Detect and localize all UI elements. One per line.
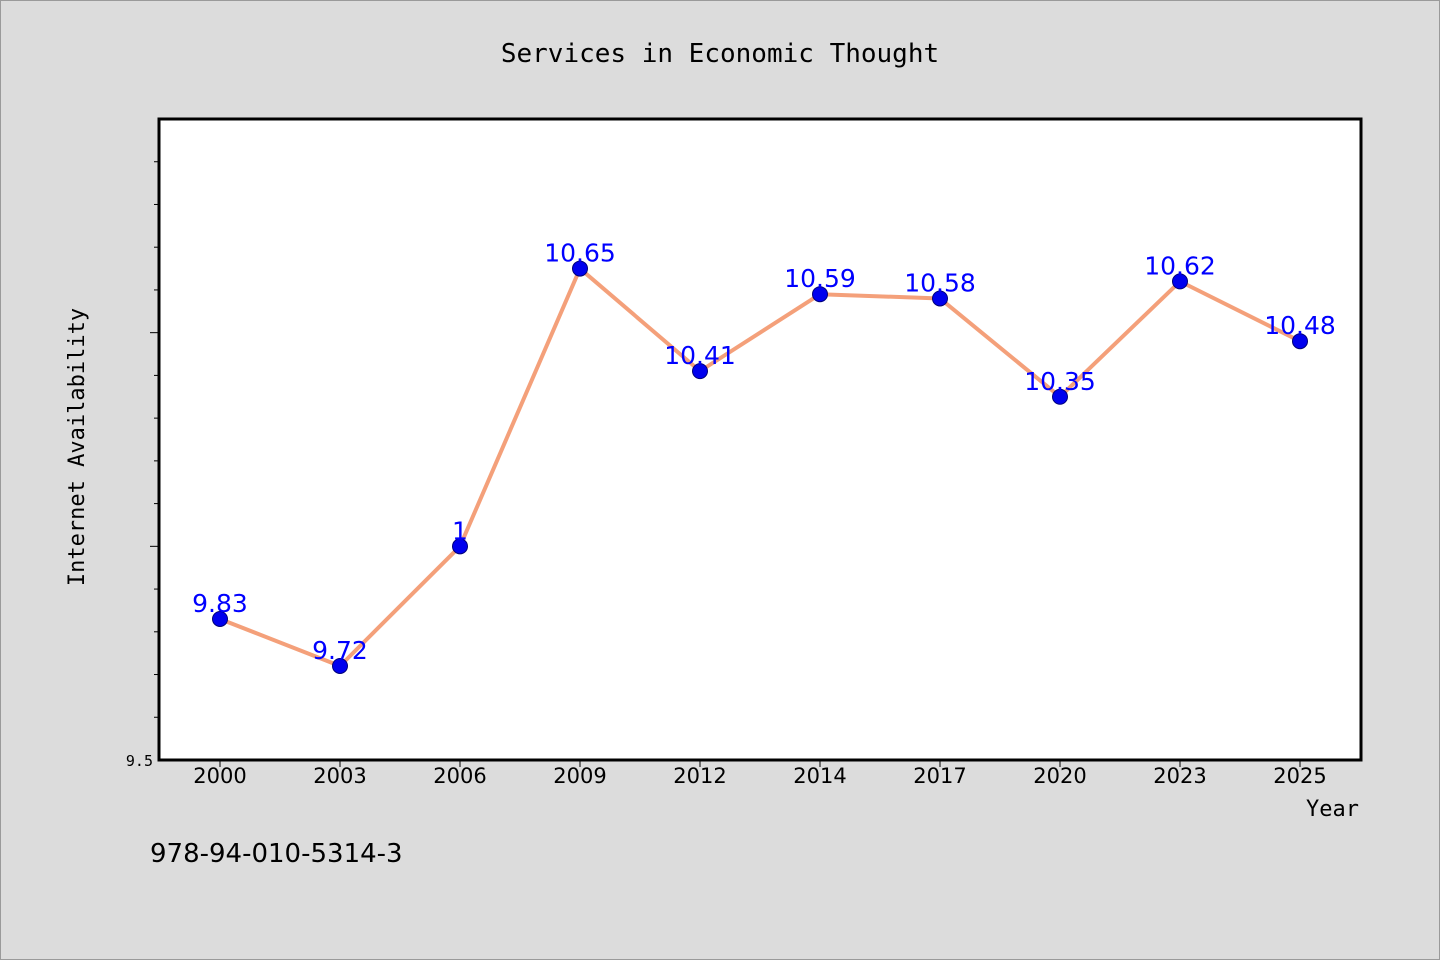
data-point [692, 363, 708, 380]
data-label: 9.72 [312, 636, 368, 665]
series-line [218, 266, 1302, 668]
y-axis-ticks [150, 161, 159, 718]
series-layer [212, 260, 1308, 674]
data-label: 10.65 [544, 239, 616, 268]
data-point [1292, 333, 1308, 350]
y-tick-label-min: 9.5 [126, 752, 153, 770]
x-tick-label: 2023 [1153, 764, 1206, 788]
x-tick-label: 2006 [433, 764, 486, 788]
data-point [1172, 273, 1188, 290]
data-label: 1 [452, 516, 468, 545]
x-tick-label: 2020 [1033, 764, 1086, 788]
data-labels: 9.83 9.72 1 10.65 10.41 10.59 10.58 10.35 10.62 1… [192, 239, 1336, 665]
x-tick-label: 2003 [313, 764, 366, 788]
chart-title: Services in Economic Thought [501, 39, 939, 69]
x-tick-label: 2009 [553, 764, 606, 788]
plot-area [157, 117, 1363, 762]
data-point [332, 657, 348, 674]
data-label: 10.41 [664, 341, 736, 370]
x-tick-label: 2014 [793, 764, 846, 788]
x-axis-title: Year [1306, 797, 1359, 822]
data-label: 10.48 [1264, 311, 1336, 340]
x-tick-label: 2012 [673, 764, 726, 788]
data-label: 10.35 [1024, 367, 1096, 396]
x-axis-ticks: 2000 2003 2006 2009 2012 2014 2017 2020 2023 2025 [193, 760, 1327, 788]
data-label: 10.62 [1144, 251, 1216, 280]
data-point [932, 290, 948, 307]
data-point [812, 286, 828, 303]
data-point [1052, 388, 1068, 405]
data-point [572, 260, 588, 277]
data-point [452, 538, 468, 555]
data-label: 9.83 [192, 589, 248, 618]
data-point [212, 610, 228, 627]
footnote-isbn: 978-94-010-5314-3 [150, 839, 403, 869]
data-label: 10.58 [904, 268, 976, 297]
data-label: 10.59 [784, 264, 856, 293]
x-tick-label: 2000 [193, 764, 246, 788]
x-tick-label: 2017 [913, 764, 966, 788]
x-tick-label: 2025 [1273, 764, 1326, 788]
y-axis-title: Internet Availability [65, 308, 90, 586]
